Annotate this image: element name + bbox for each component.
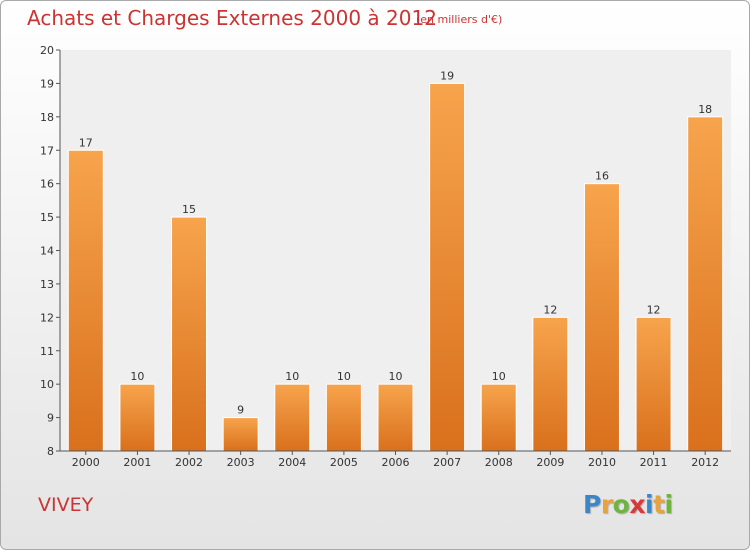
bar-2004	[274, 383, 311, 452]
bar-value-label: 16	[595, 170, 609, 183]
bar-value-label: 10	[285, 370, 299, 383]
logo-letter: P	[583, 490, 601, 519]
chart-title: Achats et Charges Externes 2000 à 2012	[27, 6, 437, 30]
y-tick-label: 9	[47, 412, 54, 425]
y-tick-label: 12	[40, 311, 54, 324]
x-tick-label: 2000	[72, 456, 100, 469]
logo-letter: i	[645, 490, 654, 519]
bar-2008	[480, 383, 517, 452]
x-tick-label: 2012	[691, 456, 719, 469]
logo-letter: o	[612, 490, 630, 519]
x-tick-label: 2003	[227, 456, 255, 469]
commune-name: VIVEY	[38, 494, 94, 516]
x-tick-label: 2009	[536, 456, 564, 469]
x-tick-label: 2010	[588, 456, 616, 469]
y-tick-label: 17	[40, 144, 54, 157]
bar-value-label: 9	[237, 404, 244, 417]
y-tick-label: 19	[40, 77, 54, 90]
y-tick-label: 8	[47, 445, 54, 458]
bar-2005	[325, 383, 362, 452]
y-tick-label: 10	[40, 378, 54, 391]
bar-2002	[171, 216, 208, 452]
bar-value-label: 17	[79, 136, 93, 149]
bar-2001	[119, 383, 156, 452]
y-tick-label: 15	[40, 211, 54, 224]
bar-2003	[222, 417, 259, 452]
bar-value-label: 10	[130, 370, 144, 383]
x-tick-label: 2001	[123, 456, 151, 469]
bar-2010	[583, 183, 620, 452]
y-tick-label: 11	[40, 345, 54, 358]
x-tick-label: 2004	[278, 456, 306, 469]
bar-value-label: 10	[492, 370, 506, 383]
bar-2006	[377, 383, 414, 452]
logo-letter: t	[653, 490, 665, 519]
x-tick-label: 2005	[330, 456, 358, 469]
logo-letter: i	[664, 490, 674, 519]
bar-value-label: 10	[389, 370, 403, 383]
bar-value-label: 18	[698, 103, 712, 116]
bar-value-label: 12	[543, 303, 557, 316]
x-tick-label: 2008	[485, 456, 513, 469]
bar-2011	[635, 316, 672, 452]
y-tick-label: 14	[40, 245, 54, 258]
y-tick-label: 13	[40, 278, 54, 291]
bar-2000	[67, 149, 104, 452]
bar-2012	[687, 116, 724, 452]
x-tick-label: 2011	[640, 456, 668, 469]
x-tick-label: 2002	[175, 456, 203, 469]
y-tick-label: 18	[40, 111, 54, 124]
y-tick-label: 20	[40, 44, 54, 57]
bar-value-label: 15	[182, 203, 196, 216]
y-tick-label: 16	[40, 178, 54, 191]
chart-subtitle: (en milliers d'€)	[416, 13, 503, 26]
bar-2007	[429, 82, 466, 452]
bar-value-label: 12	[647, 303, 661, 316]
logo-letter: r	[600, 490, 613, 519]
logo-letter: x	[629, 490, 645, 519]
bar-value-label: 10	[337, 370, 351, 383]
bar-2009	[532, 316, 569, 452]
proxiti-logo: Proxiti	[583, 490, 673, 519]
bar-value-label: 19	[440, 69, 454, 82]
x-tick-label: 2007	[433, 456, 461, 469]
x-tick-label: 2006	[382, 456, 410, 469]
